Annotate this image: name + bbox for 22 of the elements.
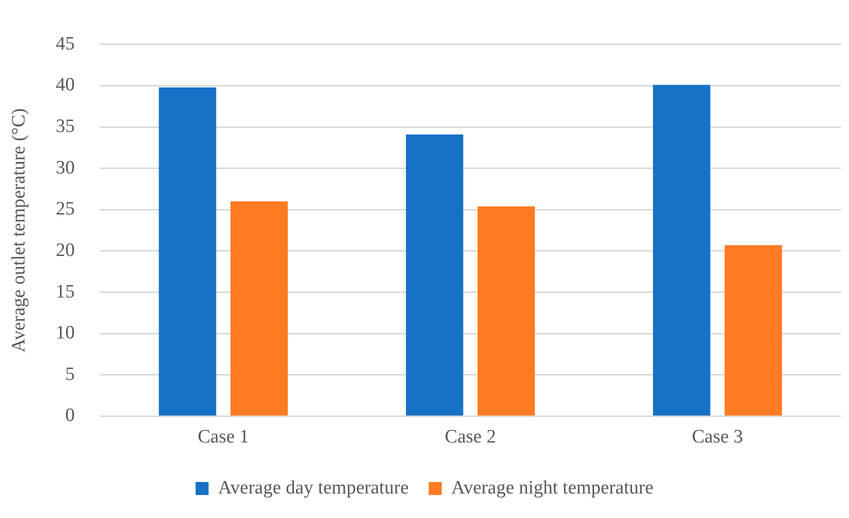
- legend-label: Average night temperature: [451, 477, 654, 498]
- x-tick-label: Case 3: [692, 426, 744, 448]
- y-tick-label: 30: [56, 157, 75, 178]
- bar: [230, 201, 288, 416]
- y-tick-label: 35: [56, 116, 75, 138]
- x-tick-label: Case 2: [444, 426, 496, 448]
- bar: [478, 206, 535, 416]
- x-tick-label: Case 1: [198, 426, 249, 448]
- y-tick-label: 15: [56, 281, 75, 302]
- y-tick-label: 5: [65, 364, 75, 385]
- bar: [406, 134, 464, 416]
- bar: [158, 87, 216, 416]
- y-tick-label: 0: [65, 405, 75, 426]
- bar: [724, 245, 782, 416]
- y-tick-label: 20: [56, 240, 75, 261]
- y-axis-title: Average outlet temperature (°C): [8, 108, 30, 352]
- y-tick-label: 45: [56, 33, 75, 54]
- y-tick-label: 25: [56, 198, 75, 220]
- y-tick-label: 10: [56, 322, 75, 344]
- legend-label: Average day temperature: [218, 477, 409, 498]
- bar: [652, 84, 710, 416]
- y-tick-label: 40: [56, 74, 75, 96]
